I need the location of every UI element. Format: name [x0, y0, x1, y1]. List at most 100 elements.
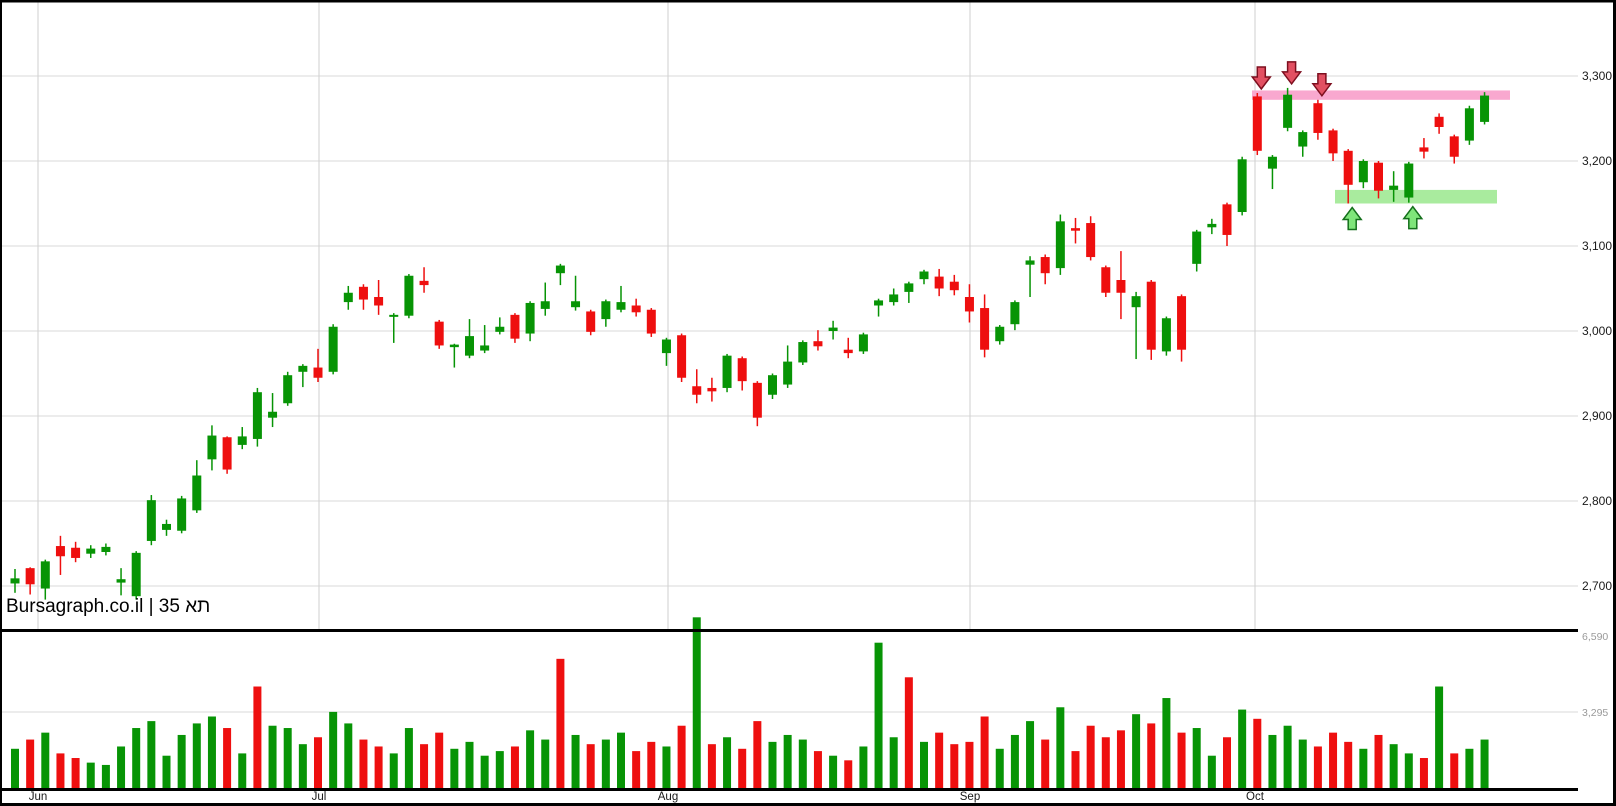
candle-body: [571, 301, 581, 308]
price-gridline: [0, 500, 1578, 502]
volume-bar: [1344, 741, 1353, 788]
candlestick: [586, 309, 596, 336]
volume-bar: [889, 737, 898, 788]
candle-body: [934, 276, 944, 289]
candlestick: [1040, 254, 1050, 285]
candle-body: [995, 326, 1005, 342]
candle-body: [116, 579, 126, 583]
candlestick: [313, 348, 323, 382]
volume-bar: [238, 753, 247, 788]
volume-bar: [1253, 718, 1262, 788]
candle-body: [268, 411, 278, 418]
candle-body: [343, 292, 353, 303]
candle-wick: [271, 393, 274, 428]
volume-bar: [480, 755, 489, 788]
candle-wick: [559, 263, 562, 286]
candle-body: [177, 498, 187, 531]
candlestick: [237, 427, 247, 450]
candlestick: [298, 364, 308, 388]
volume-bar: [1480, 739, 1489, 788]
candlestick: [328, 324, 338, 375]
panel-separator: [0, 629, 1578, 632]
candle-body: [1298, 132, 1308, 147]
candle-body: [1025, 260, 1035, 265]
candlestick: [1374, 161, 1383, 199]
candlestick: [1328, 128, 1338, 161]
candle-body: [631, 305, 641, 313]
candlestick: [737, 356, 747, 391]
volume-bar: [117, 746, 126, 788]
candle-body: [419, 280, 429, 286]
candle-body: [677, 335, 687, 378]
candlestick: [268, 393, 278, 428]
candlestick: [646, 308, 656, 337]
volume-bar: [344, 723, 353, 788]
volume-bar: [647, 741, 656, 788]
candle-body: [1131, 296, 1141, 308]
candlestick: [1434, 113, 1444, 134]
candlestick: [540, 282, 550, 316]
candle-body: [434, 321, 444, 346]
candlestick: [692, 369, 702, 404]
candle-body: [1161, 318, 1171, 352]
candlestick: [1480, 92, 1490, 125]
candlestick: [1449, 134, 1459, 164]
candle-body: [964, 297, 974, 312]
candle-body: [1464, 108, 1474, 141]
candle-body: [358, 286, 368, 300]
candlestick: [858, 332, 868, 354]
volume-bar: [1010, 734, 1019, 788]
candle-body: [389, 314, 399, 317]
sell-signal-arrow-icon: [1281, 61, 1303, 86]
candle-body: [646, 309, 656, 334]
candle-body: [1207, 223, 1217, 228]
candlestick: [495, 317, 505, 335]
candlestick: [419, 267, 429, 293]
volume-bar: [465, 741, 474, 788]
candlestick: [404, 274, 414, 319]
month-axis-label: Aug: [658, 791, 678, 803]
candle-body: [283, 375, 293, 404]
volume-bar: [768, 741, 777, 788]
volume-bar: [1041, 739, 1050, 788]
volume-bar: [617, 732, 625, 788]
candle-body: [374, 297, 384, 306]
candle-body: [783, 361, 793, 385]
candlestick: [55, 535, 65, 575]
candlestick: [677, 333, 687, 382]
support-zone: [1335, 189, 1497, 204]
candle-body: [404, 275, 414, 316]
candle-body: [146, 500, 156, 541]
candlestick: [207, 425, 217, 471]
candlestick: [1146, 280, 1156, 360]
volume-bar: [359, 739, 368, 788]
candlestick: [1419, 138, 1429, 159]
candle-wick: [453, 343, 456, 368]
candlestick: [874, 298, 884, 317]
candlestick: [783, 345, 793, 388]
volume-bar: [1223, 737, 1231, 788]
candle-body: [1116, 280, 1126, 293]
candlestick: [1071, 217, 1080, 244]
candle-body: [1222, 204, 1232, 235]
candlestick: [116, 568, 126, 596]
price-axis-label: 2,800: [1582, 494, 1612, 508]
candle-body: [162, 523, 171, 530]
candle-body: [40, 561, 50, 589]
price-gridline: [0, 245, 1578, 247]
candle-body: [798, 342, 808, 363]
volume-bar: [692, 617, 701, 788]
candlestick: [722, 353, 732, 393]
volume-bar: [41, 732, 50, 788]
candle-body: [1419, 147, 1429, 152]
candle-body: [949, 281, 959, 291]
candlestick: [1055, 214, 1065, 275]
volume-bar: [404, 728, 413, 788]
candle-wick: [908, 281, 910, 303]
candlestick: [1025, 256, 1035, 297]
volume-bar: [1162, 698, 1171, 788]
candle-body: [1267, 156, 1277, 169]
buy-signal-arrow-icon: [1341, 206, 1363, 231]
month-gridline: [667, 2, 669, 629]
volume-bar: [1086, 725, 1095, 788]
